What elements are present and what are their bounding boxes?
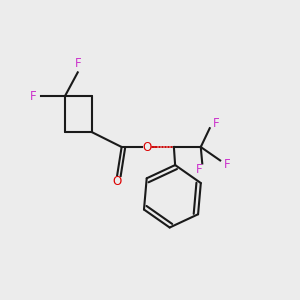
Text: O: O <box>142 140 152 154</box>
Text: F: F <box>224 158 231 171</box>
Text: O: O <box>112 176 122 188</box>
Text: F: F <box>196 163 202 176</box>
Text: F: F <box>30 90 36 103</box>
Text: F: F <box>212 117 219 130</box>
Text: F: F <box>74 57 81 70</box>
